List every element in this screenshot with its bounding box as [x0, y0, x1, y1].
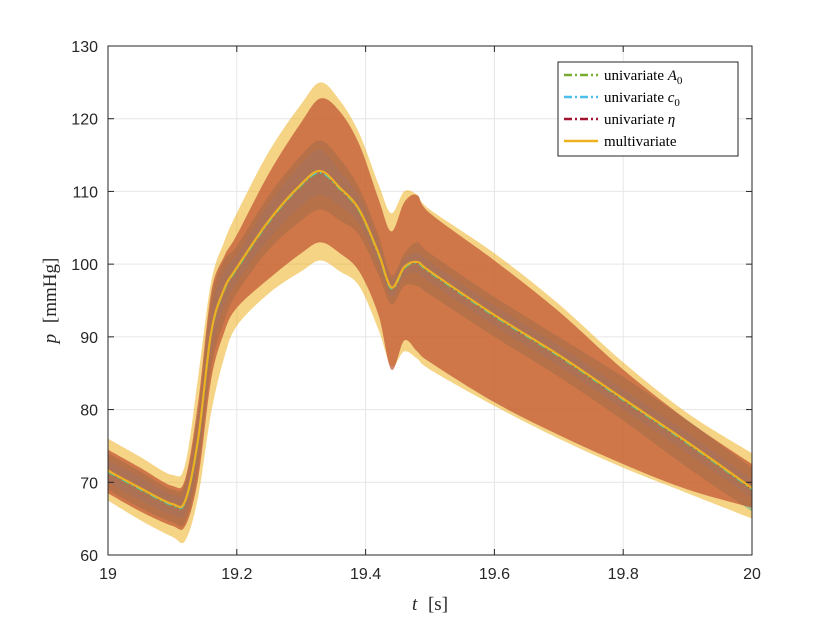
x-axis-unit: [s]: [428, 594, 448, 615]
y-tick-label: 120: [71, 112, 98, 129]
x-axis-label: t [s]: [412, 594, 448, 615]
legend-label: univariate c0: [604, 90, 680, 109]
y-tick-label: 130: [71, 39, 98, 56]
x-tick-label: 19.8: [608, 566, 639, 583]
legend-label: univariate η: [604, 112, 675, 128]
x-axis-var: t: [412, 594, 418, 615]
legend: univariate A0 univariate c0 univariate η mu…: [557, 61, 739, 157]
x-tick-label: 19.6: [479, 566, 510, 583]
axis-ticks: 19 19.2 19.4 19.6 19.8 20 60 70 80 90 100 110 120 130: [71, 39, 761, 583]
mean-lines: [107, 169, 753, 510]
uncertainty-bands: [108, 82, 752, 544]
y-axis-var: p: [40, 334, 61, 346]
x-tick-label: 19.2: [221, 566, 252, 583]
y-axis-label: p [mmHg]: [40, 258, 61, 346]
band-univariate-η: [108, 98, 752, 531]
y-tick-label: 70: [80, 475, 98, 492]
legend-label: univariate A0: [604, 68, 683, 87]
y-axis-unit: [mmHg]: [40, 258, 61, 323]
axes-box: [107, 45, 753, 556]
y-tick-label: 60: [80, 548, 98, 565]
line-multivariate: [107, 169, 753, 509]
y-tick-label: 80: [80, 403, 98, 420]
y-tick-label: 110: [72, 184, 98, 201]
y-tick-label: 100: [71, 257, 98, 274]
x-tick-label: 20: [743, 566, 761, 583]
y-tick-label: 90: [80, 330, 98, 347]
x-tick-label: 19.4: [350, 566, 381, 583]
x-tick-label: 19: [99, 566, 117, 583]
legend-label: multivariate: [604, 134, 677, 150]
